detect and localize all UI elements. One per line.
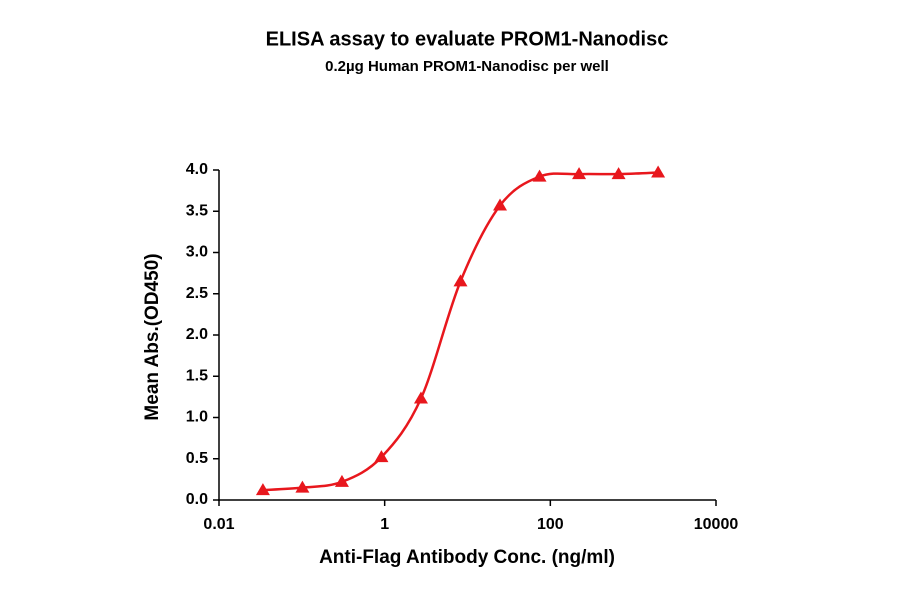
- fit-curve: [262, 171, 659, 492]
- data-point: [334, 474, 349, 487]
- data-point: [255, 483, 270, 496]
- y-tick-label: 2.0: [186, 326, 208, 343]
- y-tick-label: 2.5: [186, 285, 208, 302]
- data-point: [453, 274, 468, 287]
- y-tick-label: 3.0: [186, 244, 208, 261]
- x-tick-label: 100: [537, 516, 564, 533]
- data-point: [532, 169, 547, 182]
- y-tick-label: 1.0: [186, 409, 208, 426]
- data-point: [651, 165, 666, 178]
- x-axis-title: Anti-Flag Antibody Conc. (ng/ml): [319, 547, 615, 568]
- data-point: [413, 391, 428, 404]
- y-tick-label: 4.0: [186, 161, 208, 178]
- y-axis-title: Mean Abs.(OD450): [142, 253, 163, 420]
- x-tick-label: 1: [380, 516, 389, 533]
- data-point: [295, 480, 310, 493]
- data-point: [374, 450, 389, 463]
- data-point: [572, 167, 587, 180]
- y-tick-label: 3.5: [186, 202, 208, 219]
- data-point: [611, 167, 626, 180]
- y-tick-label: 1.5: [186, 367, 208, 384]
- x-tick-label: 0.01: [203, 516, 234, 533]
- data-point: [493, 198, 508, 211]
- chart-subtitle: 0.2µg Human PROM1-Nanodisc per well: [325, 58, 609, 75]
- chart-title: ELISA assay to evaluate PROM1-Nanodisc: [266, 28, 669, 50]
- y-tick-label: 0.5: [186, 450, 208, 467]
- y-tick-label: 0.0: [186, 491, 208, 508]
- x-tick-label: 10000: [694, 516, 739, 533]
